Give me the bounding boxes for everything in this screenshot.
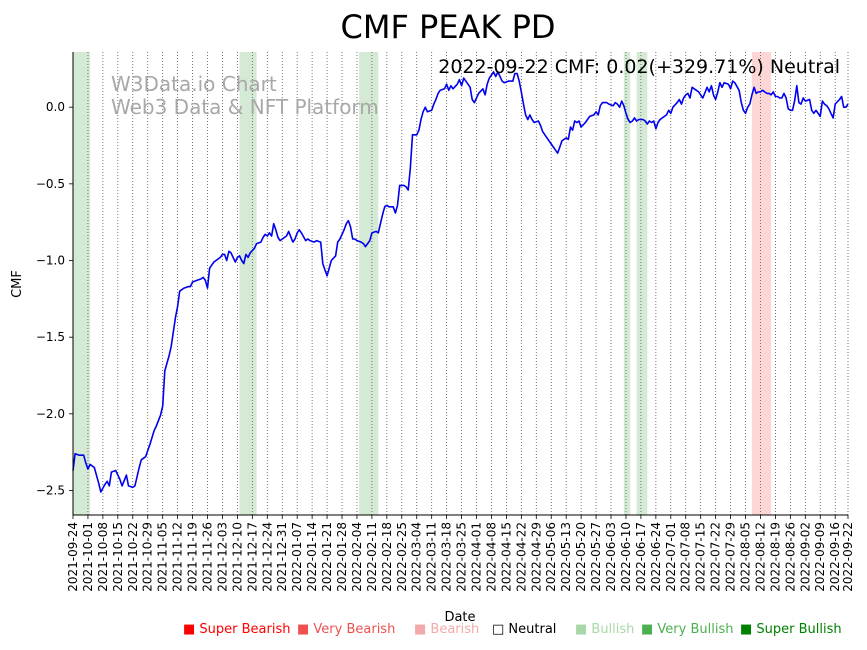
y-tick-label: −1.5 bbox=[36, 330, 65, 344]
x-tick-label: 2022-06-17 bbox=[634, 522, 648, 592]
x-tick-label: 2021-11-19 bbox=[186, 522, 200, 592]
x-tick-label: 2021-10-29 bbox=[141, 522, 155, 592]
legend-item-very-bearish: ■ Very Bearish bbox=[297, 622, 395, 637]
x-tick-label: 2022-07-08 bbox=[679, 522, 693, 592]
latest-value-annotation: 2022-09-22 CMF: 0.02(+329.71%) Neutral bbox=[438, 56, 840, 78]
x-tick-label: 2021-12-10 bbox=[230, 522, 244, 592]
x-tick-label: 2022-06-10 bbox=[619, 522, 633, 592]
legend-item-neutral: □ Neutral bbox=[492, 622, 556, 637]
x-tick-label: 2022-09-02 bbox=[798, 522, 812, 592]
y-tick-label: −1.0 bbox=[36, 254, 65, 268]
x-tick-label: 2022-03-25 bbox=[455, 522, 469, 592]
vertical-grid bbox=[72, 52, 849, 515]
axes: 2021-09-24 2021-10-01 2021-10-08 2021-10-15… bbox=[36, 52, 855, 592]
x-tick-label: 2022-09-09 bbox=[813, 522, 827, 592]
x-tick-label: 2022-05-13 bbox=[559, 522, 573, 592]
shaded-region-bearish-6 bbox=[751, 52, 772, 515]
x-tick-label: 2022-05-06 bbox=[544, 522, 558, 592]
watermark-line-1: W3Data.io Chart bbox=[111, 72, 277, 96]
x-tick-label: 2022-02-25 bbox=[395, 522, 409, 592]
x-tick-label: 2022-07-01 bbox=[664, 522, 678, 592]
shaded-region-bullish-4 bbox=[623, 52, 631, 515]
legend-item-bullish: ■ Bullish bbox=[575, 622, 634, 637]
x-tick-label: 2022-01-07 bbox=[290, 522, 304, 592]
x-tick-label: 2022-04-08 bbox=[484, 522, 498, 592]
x-tick-label: 2022-02-04 bbox=[350, 522, 364, 592]
shaded-region-bullish-2 bbox=[239, 52, 257, 515]
x-tick-label: 2022-06-03 bbox=[604, 522, 618, 592]
y-tick-label: −2.0 bbox=[36, 407, 65, 421]
legend-item-very-bullish: ■ Very Bullish bbox=[641, 622, 733, 637]
x-tick-label: 2021-12-24 bbox=[260, 522, 274, 592]
x-tick-label: 2022-03-04 bbox=[410, 522, 424, 592]
x-tick-label: 2022-04-15 bbox=[499, 522, 513, 592]
y-tick-label: −0.5 bbox=[36, 177, 65, 191]
x-tick-label: 2022-08-05 bbox=[739, 522, 753, 592]
x-tick-label: 2021-10-22 bbox=[126, 522, 140, 592]
legend-item-super-bearish: ■ Super Bearish bbox=[183, 622, 291, 637]
x-tick-label: 2022-03-11 bbox=[425, 522, 439, 592]
shaded-region-bullish-5 bbox=[636, 52, 648, 515]
x-tick-label: 2021-10-15 bbox=[111, 522, 125, 592]
shaded-region-bullish-1 bbox=[73, 52, 91, 515]
x-tick-label: 2021-11-26 bbox=[201, 522, 215, 592]
x-tick-label: 2021-11-05 bbox=[156, 522, 170, 592]
watermark: W3Data.io Chart Web3 Data & NFT Platform bbox=[111, 72, 379, 119]
x-tick-label: 2022-05-27 bbox=[589, 522, 603, 592]
x-tick-label: 2022-02-11 bbox=[365, 522, 379, 592]
x-tick-label: 2022-09-22 bbox=[841, 522, 855, 592]
x-tick-label: 2022-07-29 bbox=[724, 522, 738, 592]
watermark-line-2: Web3 Data & NFT Platform bbox=[111, 95, 379, 119]
x-tick-label: 2022-04-01 bbox=[470, 522, 484, 592]
x-tick-label: 2022-08-12 bbox=[753, 522, 767, 592]
x-tick-label: 2021-12-17 bbox=[245, 522, 259, 592]
legend-item-super-bullish: ■ Super Bullish bbox=[740, 622, 842, 637]
x-tick-label: 2021-09-24 bbox=[66, 522, 80, 592]
x-tick-label: 2021-10-08 bbox=[96, 522, 110, 592]
x-tick-label: 2021-10-01 bbox=[81, 522, 95, 592]
x-tick-label: 2022-04-29 bbox=[529, 522, 543, 592]
x-tick-label: 2022-01-21 bbox=[320, 522, 334, 592]
x-tick-label: 2021-12-31 bbox=[275, 522, 289, 592]
x-tick-label: 2021-12-03 bbox=[215, 522, 229, 592]
legend-item-bearish: ■ Bearish bbox=[414, 622, 479, 637]
x-tick-label: 2022-08-26 bbox=[783, 522, 797, 592]
x-tick-label: 2022-02-18 bbox=[380, 522, 394, 592]
x-tick-label: 2021-11-12 bbox=[171, 522, 185, 592]
x-tick-label: 2022-06-24 bbox=[649, 522, 663, 592]
y-axis-label: CMF bbox=[10, 270, 25, 298]
cmf-series-line bbox=[72, 71, 849, 493]
x-tick-label: 2022-07-15 bbox=[694, 522, 708, 592]
x-tick-label: 2022-01-28 bbox=[335, 522, 349, 592]
signal-shading bbox=[73, 52, 772, 515]
series-layer bbox=[72, 71, 849, 493]
x-tick-label: 2022-09-16 bbox=[828, 522, 842, 592]
x-axis-label: Date bbox=[444, 610, 475, 625]
y-tick-label: −2.5 bbox=[36, 483, 65, 497]
x-tick-label: 2022-08-19 bbox=[768, 522, 782, 592]
y-tick-label: 0.0 bbox=[46, 100, 65, 114]
x-tick-label: 2022-07-22 bbox=[709, 522, 723, 592]
x-tick-label: 2022-04-22 bbox=[514, 522, 528, 592]
chart-title: CMF PEAK PD bbox=[340, 8, 555, 46]
x-tick-label: 2022-03-18 bbox=[440, 522, 454, 592]
x-tick-label: 2022-01-14 bbox=[305, 522, 319, 592]
legend: ■ Super Bearish ■ Very Bearish ■ Bearish □ … bbox=[183, 622, 842, 637]
shaded-region-bullish-3 bbox=[359, 52, 379, 515]
x-tick-label: 2022-05-20 bbox=[574, 522, 588, 592]
